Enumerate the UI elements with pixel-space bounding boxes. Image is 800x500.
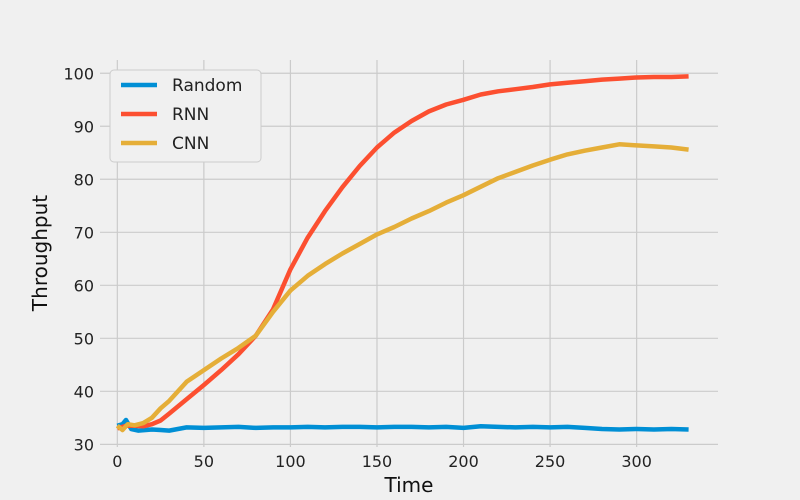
grid-lines <box>100 60 718 447</box>
y-tick-label: 90 <box>74 117 94 136</box>
y-tick-label: 60 <box>74 276 94 295</box>
y-axis-title: Throughput <box>28 195 52 312</box>
series-line-random <box>116 417 689 433</box>
series-line-rnn <box>116 74 689 431</box>
tick-labels: 30 40 50 60 70 80 90 100 0 50 100 150 200 250 300 <box>63 64 651 471</box>
x-tick-label: 150 <box>362 452 393 471</box>
series-lines <box>115 74 689 433</box>
y-tick-label: 100 <box>63 64 94 83</box>
legend-label-cnn: CNN <box>172 134 209 154</box>
x-tick-label: 300 <box>621 452 652 471</box>
x-tick-label: 200 <box>448 452 479 471</box>
series-line-cnn <box>115 142 689 433</box>
y-tick-label: 30 <box>74 435 94 454</box>
x-tick-label: 100 <box>275 452 306 471</box>
legend-box <box>109 69 262 163</box>
y-tick-label: 40 <box>74 382 94 401</box>
y-tick-label: 50 <box>74 329 94 348</box>
x-tick-label: 50 <box>194 452 214 471</box>
legend-label-random: Random <box>172 76 242 96</box>
y-tick-label: 80 <box>74 170 94 189</box>
legend: Random RNN CNN <box>109 69 262 163</box>
legend-label-rnn: RNN <box>172 105 209 125</box>
x-axis-title: Time <box>384 473 434 497</box>
x-tick-label: 0 <box>112 452 122 471</box>
x-tick-label: 250 <box>535 452 566 471</box>
y-tick-label: 70 <box>74 223 94 242</box>
